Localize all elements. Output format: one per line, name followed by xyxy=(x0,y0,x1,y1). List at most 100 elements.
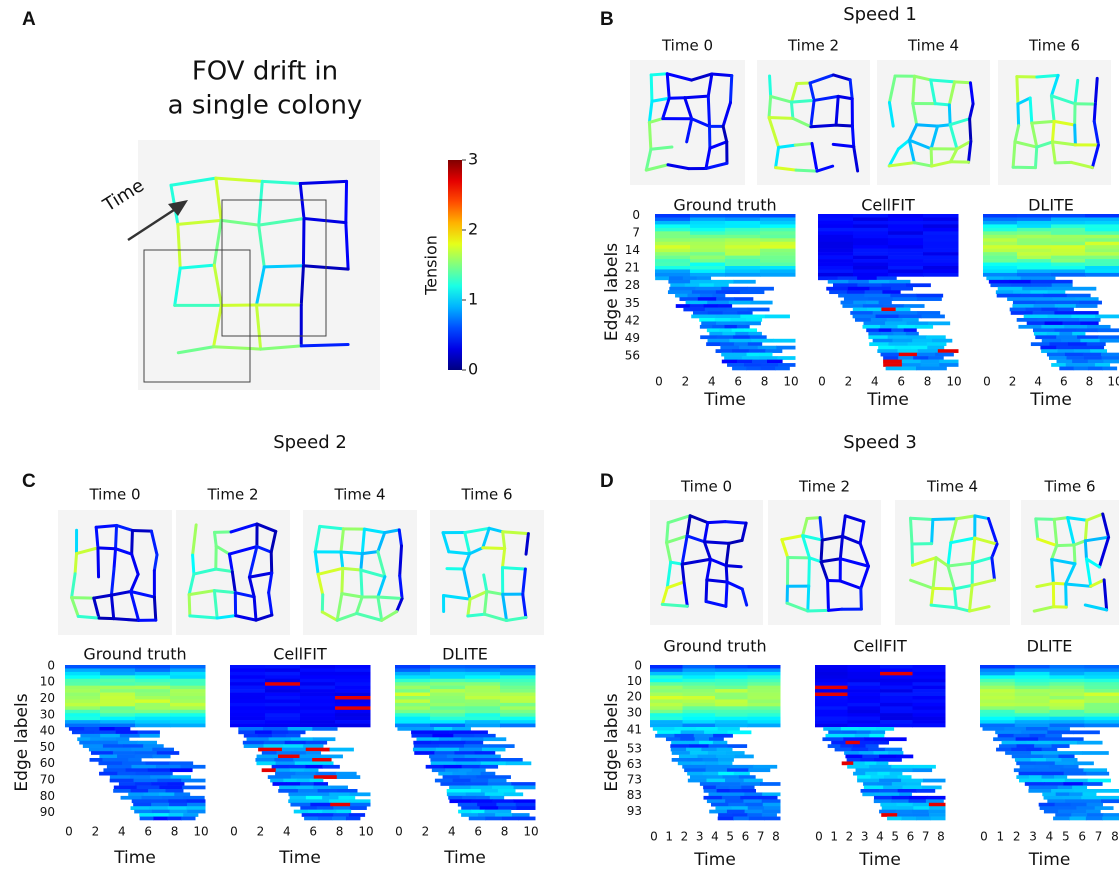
heatmap-cell xyxy=(1041,307,1058,312)
heatmap-cell xyxy=(690,262,726,267)
heatmap-cell xyxy=(1051,248,1086,253)
heatmap-cell xyxy=(465,716,501,721)
cell-edge xyxy=(301,217,306,268)
heatmap-cell xyxy=(1025,727,1049,731)
heatmap-cell xyxy=(747,699,781,704)
heatmap-cell xyxy=(1072,809,1087,814)
cell-edge xyxy=(952,587,958,610)
heatmap-cell xyxy=(815,716,848,721)
heatmap-cell xyxy=(883,356,899,360)
cell-edge xyxy=(929,603,958,610)
heatmap-cell xyxy=(395,720,431,724)
heatmap-cell xyxy=(265,675,301,680)
heatmap-cell xyxy=(815,685,848,690)
heatmap-cell xyxy=(731,328,745,333)
heatmap-cell xyxy=(395,699,431,704)
x-tick-label: 4 xyxy=(118,825,126,839)
cell-edge xyxy=(214,176,264,183)
heatmap-cell xyxy=(747,685,781,690)
heatmap-cell xyxy=(1090,349,1108,353)
heatmap-cell xyxy=(1075,304,1098,308)
panel-title: a single colony xyxy=(168,91,363,121)
heatmap-cell xyxy=(1049,692,1085,697)
heatmap-cell xyxy=(815,699,848,704)
heatmap-cell xyxy=(397,727,417,731)
heatmap-cell xyxy=(747,689,781,693)
cell-edge xyxy=(1035,140,1054,149)
heatmap-cell xyxy=(395,702,431,707)
cell-edge xyxy=(521,567,527,596)
heatmap-cell xyxy=(1032,328,1055,333)
heatmap-cell xyxy=(767,359,783,364)
heatmap-cell xyxy=(1051,241,1086,246)
heatmap-cell xyxy=(857,775,872,779)
heatmap-cell xyxy=(335,699,371,704)
heatmap-cell xyxy=(880,699,913,704)
heatmap-cell xyxy=(864,290,883,295)
heatmap-cell xyxy=(461,813,479,817)
heatmap-cell xyxy=(852,744,867,748)
heatmap-cell xyxy=(455,761,482,766)
heatmap-cell xyxy=(747,668,781,673)
heatmap-cell xyxy=(880,352,900,357)
x-tick-label: 10 xyxy=(523,825,538,839)
heatmap-cell xyxy=(434,778,454,783)
heatmap-cell xyxy=(322,809,337,814)
heatmap-cell xyxy=(690,269,726,274)
heatmap-cell xyxy=(650,713,683,717)
cell-edge xyxy=(690,72,714,82)
heatmap-cell xyxy=(680,730,705,735)
heatmap-cell xyxy=(853,300,867,305)
heatmap-cell xyxy=(483,737,507,742)
panel-letter: C xyxy=(22,471,36,492)
heatmap-cell xyxy=(725,266,761,270)
heatmap-cell xyxy=(929,806,946,810)
heatmap-cell xyxy=(882,290,901,295)
heatmap-cell xyxy=(704,307,727,312)
heatmap-cell xyxy=(915,324,934,329)
cell-edge xyxy=(247,544,259,579)
cell-edge xyxy=(233,591,256,599)
cell-edge xyxy=(907,138,933,151)
heatmap-cell xyxy=(435,747,460,752)
cell-edge xyxy=(665,521,670,545)
cell-edge xyxy=(710,72,734,78)
heatmap-cell xyxy=(465,706,501,711)
heatmap-cell xyxy=(1062,795,1082,800)
heatmap-cell xyxy=(119,733,141,738)
heatmap-cell xyxy=(920,363,940,367)
heatmap-cell xyxy=(818,220,854,225)
heatmap-cell xyxy=(1061,338,1081,343)
heatmap-cell xyxy=(677,761,692,766)
heatmap-cell xyxy=(893,768,914,773)
heatmap-cell xyxy=(113,789,132,793)
cell-edge xyxy=(313,524,322,554)
cell-edge xyxy=(114,547,134,556)
heatmap-cell xyxy=(757,345,777,350)
heatmap-cell xyxy=(682,668,716,673)
heatmap-cell xyxy=(1079,300,1102,305)
heatmap-cell xyxy=(891,795,910,800)
heatmap-cell xyxy=(650,716,683,721)
heatmap-cell xyxy=(715,785,730,790)
heatmap-cell xyxy=(898,314,922,319)
heatmap-cell xyxy=(335,702,371,707)
cell-edge xyxy=(267,591,274,617)
heatmap-cell xyxy=(775,366,790,371)
heatmap-cell xyxy=(152,747,175,752)
heatmap-cell xyxy=(690,217,726,222)
heatmap-cell xyxy=(151,802,170,807)
heatmap-cell xyxy=(738,775,756,779)
cell-edge xyxy=(843,514,866,524)
heatmap-cell xyxy=(862,324,881,329)
heatmap-cell xyxy=(65,706,101,711)
heatmap-cell xyxy=(296,785,314,790)
cell-edge xyxy=(767,94,773,120)
heatmap-cell xyxy=(650,706,683,711)
heatmap-cell xyxy=(1083,768,1108,773)
heatmap-cell xyxy=(438,771,453,776)
heatmap-cell xyxy=(99,754,118,759)
heatmap-cell xyxy=(899,792,912,797)
heatmap-cell xyxy=(893,331,907,336)
heatmap-cell xyxy=(278,789,299,793)
